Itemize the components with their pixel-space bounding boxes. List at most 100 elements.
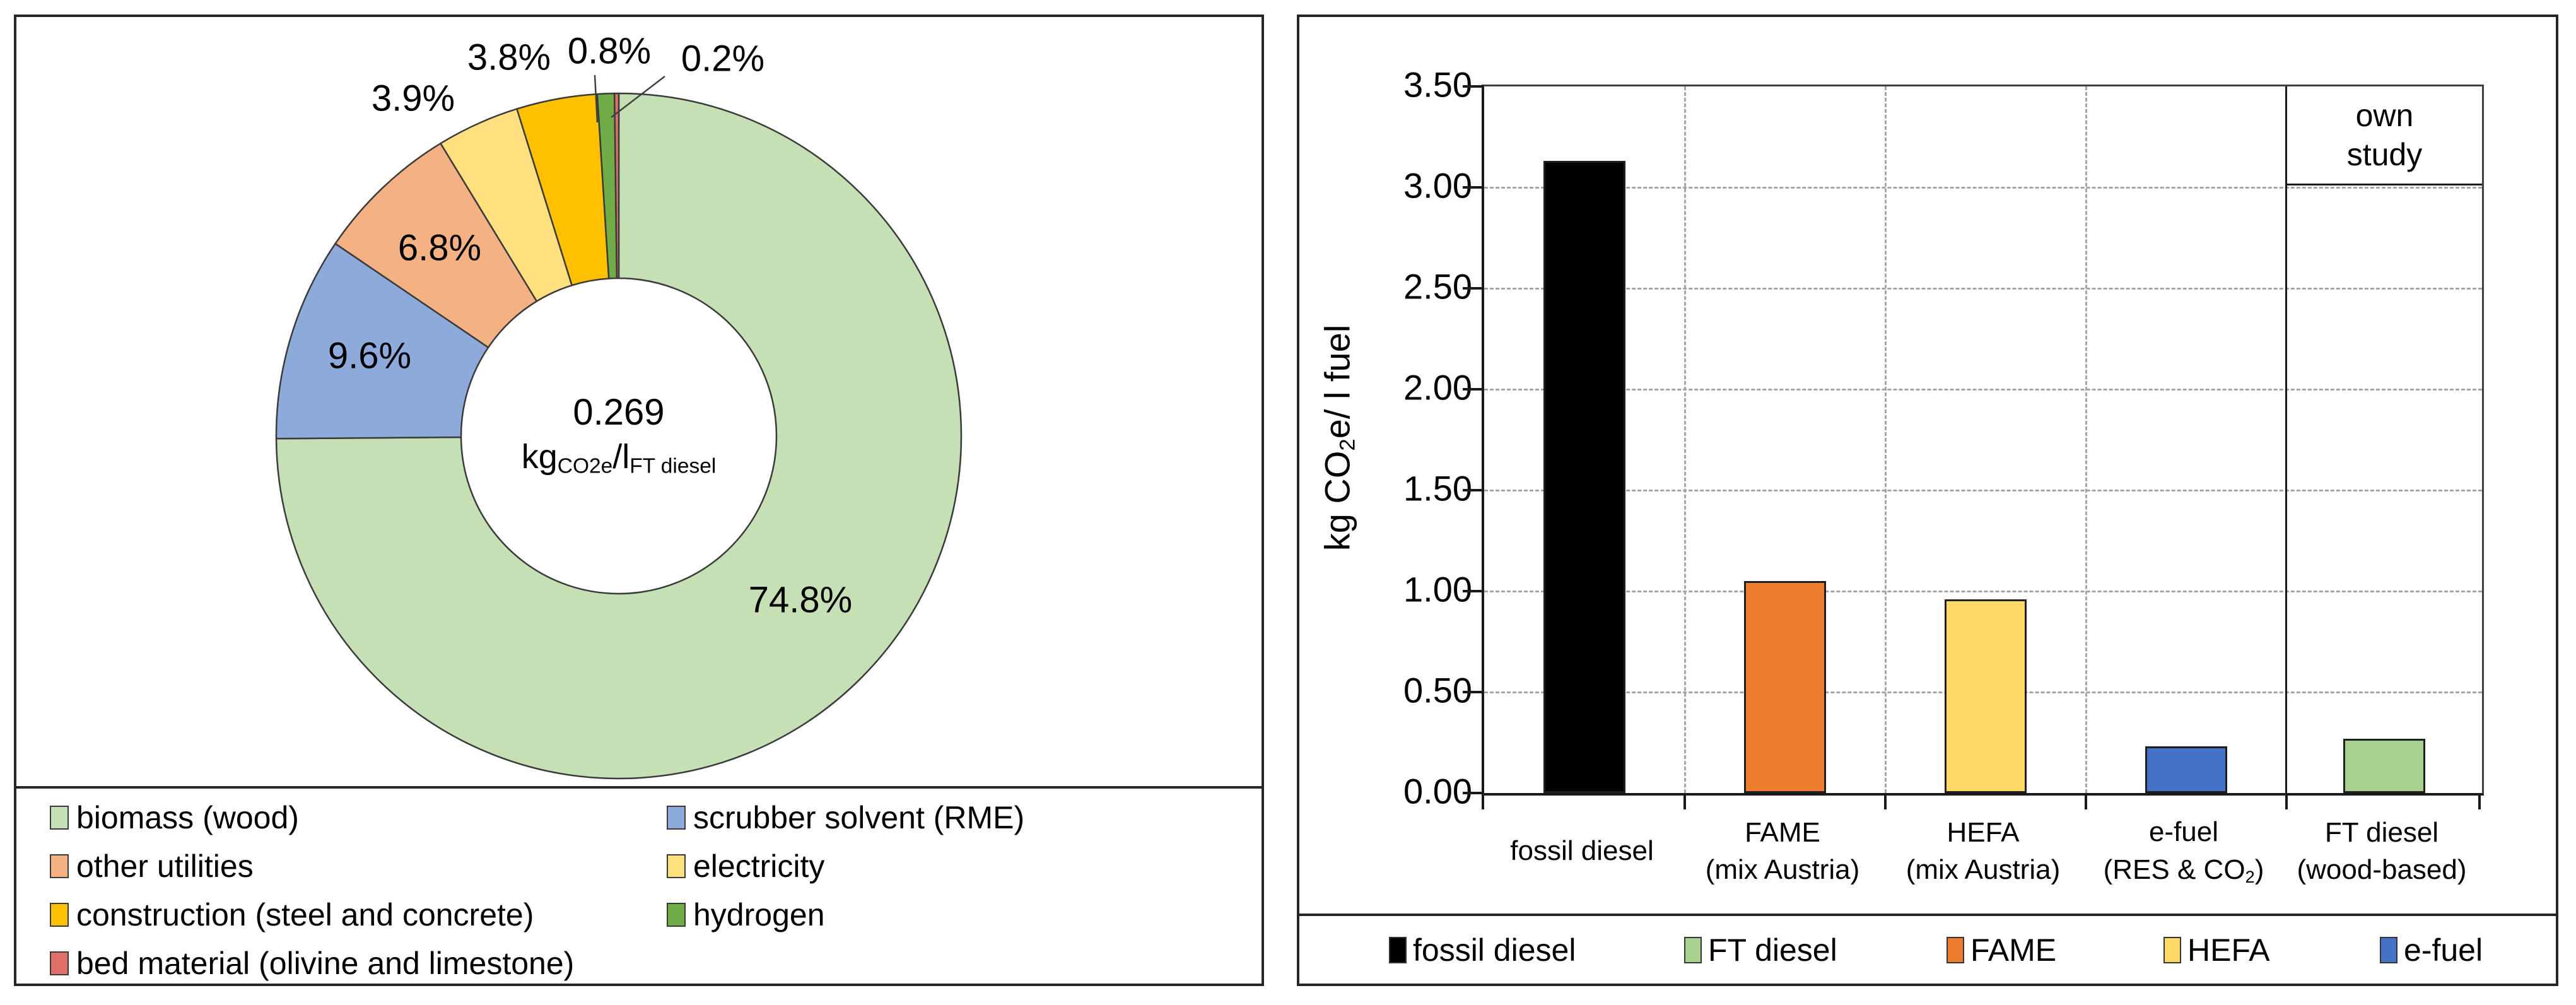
- legend-item-hydrogen: hydrogen: [667, 897, 825, 932]
- legend-swatch-fossil-diesel: [1389, 936, 1407, 963]
- category-line2-text: (RES & CO: [2103, 854, 2245, 885]
- legend-swatch-e-fuel: [2380, 936, 2397, 963]
- category-line1: FAME: [1745, 816, 1820, 848]
- donut-slice-biomass-wood-: [275, 92, 963, 780]
- legend-item-construction: construction (steel and concrete): [50, 897, 534, 932]
- slice-label-electricity: 3.9%: [371, 78, 455, 119]
- slice-label-hydrogen: 0.8%: [567, 30, 652, 72]
- legend-label-e-fuel: e-fuel: [2404, 932, 2483, 968]
- legend-swatch-hefa: [2163, 936, 2181, 963]
- legend-item-utilities: other utilities: [50, 849, 254, 884]
- y-tick-label-1.00: 1.00: [1403, 569, 1472, 609]
- legend-item-hefa: HEFA: [2163, 932, 2270, 968]
- category-line2-text: (mix Austria): [1906, 854, 2061, 885]
- slice-label-scrubber: 9.6%: [327, 335, 412, 377]
- legend-swatch-electricity: [667, 854, 686, 878]
- y-tick-label-0.50: 0.50: [1403, 670, 1472, 710]
- category-line2: (RES & CO2): [2104, 851, 2264, 889]
- category-label-fossil-diesel: fossil diesel: [1482, 807, 1682, 895]
- category-label-ft-diesel: FT diesel (wood-based): [2284, 807, 2479, 895]
- category-line2-text: (wood-based): [2297, 854, 2467, 885]
- legend-label-scrubber: scrubber solvent (RME): [693, 800, 1025, 835]
- unit-kg-sub: CO2e: [557, 454, 613, 478]
- gridline-v: [1884, 86, 1887, 793]
- y-axis-title: kg CO2e/ l fuel: [1317, 325, 1361, 551]
- y-tick-label-3.50: 3.50: [1403, 64, 1472, 105]
- legend-swatch-biomass: [50, 806, 69, 830]
- category-line2: (mix Austria): [1706, 851, 1859, 888]
- donut-legend: biomass (wood) other utilities construct…: [16, 786, 1262, 984]
- gridline-h: [1484, 388, 2482, 391]
- category-line2: (wood-based): [2297, 851, 2466, 888]
- donut-slice-scrubber-solvent-rme-: [275, 242, 489, 440]
- leader-line-bed-material: [611, 76, 665, 118]
- unit-l-sub: FT diesel: [629, 454, 717, 478]
- gridline-v: [1683, 86, 1686, 793]
- category-line1: HEFA: [1947, 816, 2020, 848]
- legend-item-fame: FAME: [1947, 932, 2056, 968]
- category-label-hefa: HEFA (mix Austria): [1883, 807, 2083, 895]
- category-line1: fossil diesel: [1510, 835, 1654, 867]
- y-tick-mark: [1463, 186, 1482, 189]
- y-tick-mark: [1463, 85, 1482, 88]
- donut-slice-bed-material-olivine-and-limestone-: [613, 92, 620, 279]
- slice-label-bed-material: 0.2%: [681, 38, 765, 79]
- legend-item-e-fuel: e-fuel: [2380, 932, 2483, 968]
- category-label-e-fuel: e-fuel (RES & CO2): [2083, 807, 2284, 895]
- legend-item-scrubber: scrubber solvent (RME): [667, 800, 1025, 835]
- category-line2: (mix Austria): [1906, 851, 2060, 888]
- slice-label-biomass: 74.8%: [748, 579, 853, 621]
- legend-label-ft-diesel: FT diesel: [1708, 932, 1837, 968]
- own-study-line1: own: [2355, 97, 2414, 133]
- legend-swatch-hydrogen: [667, 903, 686, 927]
- x-tick-mark: [2085, 796, 2087, 809]
- gridline-h: [1484, 186, 2482, 189]
- legend-item-bed-material: bed material (olivine and limestone): [50, 946, 575, 981]
- x-tick-mark: [2478, 796, 2481, 809]
- own-study-box: own study: [2287, 86, 2482, 185]
- legend-swatch-scrubber: [667, 806, 686, 830]
- legend-swatch-ft-diesel: [1684, 936, 1702, 963]
- x-tick-mark: [1482, 796, 1484, 809]
- leader-line-hydrogen: [594, 74, 599, 123]
- legend-swatch-construction: [50, 903, 69, 927]
- legend-swatch-bed-material: [50, 951, 69, 975]
- legend-label-biomass: biomass (wood): [76, 800, 299, 835]
- legend-label-hefa: HEFA: [2187, 932, 2270, 968]
- legend-swatch-utilities: [50, 854, 69, 878]
- own-study-line2: study: [2346, 137, 2423, 172]
- legend-label-fame: FAME: [1970, 932, 2057, 968]
- legend-item-ft-diesel: FT diesel: [1684, 932, 1837, 968]
- x-tick-mark: [2285, 796, 2288, 809]
- bar-plot-area: own study: [1463, 85, 2484, 809]
- legend-label-hydrogen: hydrogen: [693, 897, 825, 932]
- legend-label-fossil-diesel: fossil diesel: [1413, 932, 1576, 968]
- gridline-h: [1484, 287, 2482, 290]
- legend-item-fossil-diesel: fossil diesel: [1389, 932, 1576, 968]
- category-line2-text: (mix Austria): [1705, 854, 1860, 885]
- y-tick-mark: [1463, 388, 1482, 391]
- legend-item-biomass: biomass (wood): [50, 800, 299, 835]
- category-line1: FT diesel: [2324, 816, 2439, 848]
- donut-center-value: 0.269: [573, 392, 665, 433]
- unit-slash-l: /l: [612, 437, 630, 476]
- y-tick-mark: [1463, 691, 1482, 693]
- category-line2-sub: 2: [2245, 866, 2255, 886]
- unit-kg: kg: [521, 437, 558, 476]
- legend-swatch-fame: [1947, 936, 1964, 963]
- y-tick-mark: [1463, 287, 1482, 290]
- y-tick-mark: [1463, 590, 1482, 592]
- y-tick-label-3.00: 3.00: [1403, 165, 1472, 206]
- y-tick-mark: [1463, 489, 1482, 491]
- donut-center-unit: kgCO2e/lFT diesel: [522, 436, 717, 479]
- x-tick-mark: [1884, 796, 1887, 809]
- own-study-divider-line: [2285, 86, 2287, 793]
- donut-chart: [275, 74, 963, 780]
- legend-label-bed-material: bed material (olivine and limestone): [76, 946, 575, 981]
- bar-hefa: [1945, 599, 2027, 793]
- y-tick-mark: [1463, 792, 1482, 794]
- donut-center-label: 0.269 kgCO2e/lFT diesel: [522, 390, 717, 479]
- bar-e-fuel: [2145, 746, 2227, 793]
- bar-ft-diesel: [2343, 739, 2425, 793]
- slice-label-construction: 3.8%: [467, 37, 551, 78]
